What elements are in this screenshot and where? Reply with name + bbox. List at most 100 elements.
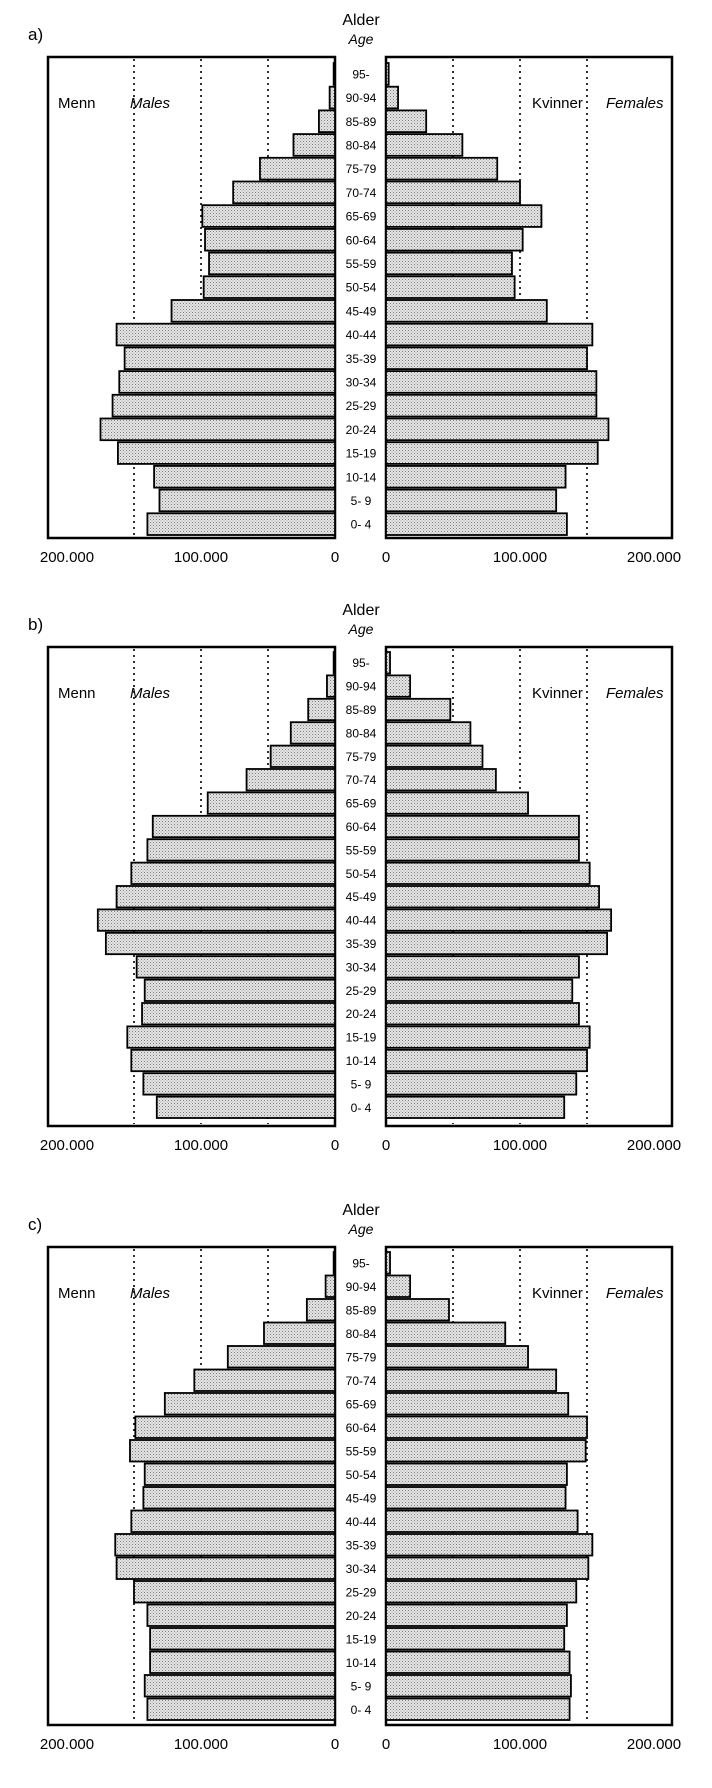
female-bar-19: [385, 512, 568, 536]
females-label-en: Females: [606, 1285, 664, 1302]
female-bar-7: [385, 227, 524, 252]
age-label-0: 95-: [352, 656, 369, 670]
female-bar-9: [385, 275, 516, 299]
age-label-14: 25-29: [346, 399, 377, 413]
male-bar-11: [96, 908, 336, 932]
females-label-en: Females: [606, 95, 664, 112]
male-bar-2: [307, 697, 336, 722]
panel-label-c: c): [28, 1215, 42, 1234]
age-label-3: 80-84: [346, 726, 377, 740]
female-bar-6: [385, 791, 529, 815]
female-bar-19: [385, 1697, 571, 1721]
age-label-0: 95-: [352, 67, 369, 81]
female-bar-16: [385, 1627, 566, 1651]
female-bar-18: [385, 488, 558, 513]
female-bar-5: [385, 768, 497, 792]
age-label-8: 55-59: [346, 257, 377, 271]
female-bar-8: [385, 1439, 587, 1463]
male-bar-4: [259, 156, 336, 181]
female-bar-11: [385, 1509, 579, 1533]
male-bar-17: [130, 1048, 336, 1073]
male-bar-16: [117, 441, 336, 465]
age-label-19: 0- 4: [351, 518, 372, 532]
age-label-16: 15-19: [346, 447, 377, 461]
male-bar-17: [153, 464, 336, 489]
male-bar-6: [163, 1392, 336, 1416]
age-label-10: 45-49: [346, 304, 377, 318]
age-label-17: 10-14: [346, 1656, 377, 1670]
age-axis-title-en: Age: [348, 31, 374, 47]
age-label-19: 0- 4: [351, 1101, 372, 1115]
x-tick-right-2: 200.000: [627, 1137, 681, 1154]
female-bar-18: [385, 1072, 578, 1096]
males-label-en: Males: [130, 1285, 171, 1302]
x-tick-left-0: 200.000: [40, 1736, 94, 1753]
female-bar-4: [385, 744, 484, 768]
male-bar-18: [143, 1674, 336, 1698]
age-axis-title-en: Age: [348, 1221, 374, 1237]
male-bar-0: [332, 651, 336, 675]
female-bar-2: [385, 1298, 450, 1322]
male-bar-1: [324, 1274, 336, 1298]
male-bar-14: [133, 1580, 336, 1604]
x-tick-left-0: 200.000: [40, 549, 94, 566]
female-bar-6: [385, 204, 543, 228]
age-axis-title: Alder: [342, 12, 380, 29]
age-label-4: 75-79: [346, 162, 377, 176]
age-label-18: 5- 9: [351, 494, 372, 508]
age-label-5: 70-74: [346, 1374, 377, 1388]
male-bar-3: [263, 1321, 336, 1345]
female-bar-17: [385, 1048, 588, 1073]
male-bar-19: [146, 1697, 336, 1721]
males-label: Menn: [58, 1285, 96, 1302]
left-frame: [46, 1245, 337, 1727]
male-bar-4: [226, 1345, 336, 1369]
age-label-2: 85-89: [346, 115, 377, 129]
age-label-14: 25-29: [346, 1585, 377, 1599]
female-bar-10: [385, 1486, 567, 1510]
female-bar-13: [385, 955, 580, 979]
female-bar-5: [385, 1368, 558, 1392]
age-label-19: 0- 4: [351, 1703, 372, 1717]
age-label-1: 90-94: [346, 680, 377, 694]
female-bar-3: [385, 133, 464, 157]
female-bar-12: [385, 346, 588, 370]
age-label-15: 20-24: [346, 1609, 377, 1623]
age-label-6: 65-69: [346, 210, 377, 224]
male-bar-11: [130, 1509, 336, 1533]
age-label-3: 80-84: [346, 138, 377, 152]
age-label-9: 50-54: [346, 281, 377, 295]
pyramid-panel-b: b) Alder Age Menn Males Kvinner Females 95- 90-9…: [28, 602, 681, 1154]
female-bar-8: [385, 838, 580, 862]
age-label-10: 45-49: [346, 1491, 377, 1505]
age-label-0: 95-: [352, 1256, 369, 1270]
panel-label-a: a): [28, 25, 43, 44]
female-bar-12: [385, 1533, 594, 1557]
male-bar-16: [149, 1627, 336, 1651]
age-axis-title-en: Age: [348, 621, 374, 637]
female-bar-18: [385, 1674, 572, 1698]
female-bar-1: [385, 1274, 412, 1298]
males-label-en: Males: [130, 685, 171, 702]
age-label-11: 40-44: [346, 914, 377, 928]
left-frame: [46, 645, 337, 1128]
females-label: Kvinner: [532, 685, 583, 702]
female-bar-3: [385, 721, 472, 745]
male-bar-3: [292, 133, 336, 157]
age-label-1: 90-94: [346, 91, 377, 105]
age-label-11: 40-44: [346, 328, 377, 342]
age-label-18: 5- 9: [351, 1077, 372, 1091]
male-bar-2: [305, 1298, 336, 1322]
female-bar-16: [385, 441, 599, 465]
female-bar-8: [385, 251, 513, 276]
male-bar-15: [146, 1603, 336, 1627]
male-bar-13: [135, 955, 336, 979]
male-bar-0: [332, 62, 336, 86]
female-bar-16: [385, 1025, 591, 1049]
male-bar-2: [318, 109, 336, 134]
female-bar-13: [385, 370, 598, 394]
female-bar-17: [385, 464, 567, 489]
age-label-4: 75-79: [346, 1350, 377, 1364]
males-label: Menn: [58, 685, 96, 702]
male-bar-9: [202, 275, 336, 299]
